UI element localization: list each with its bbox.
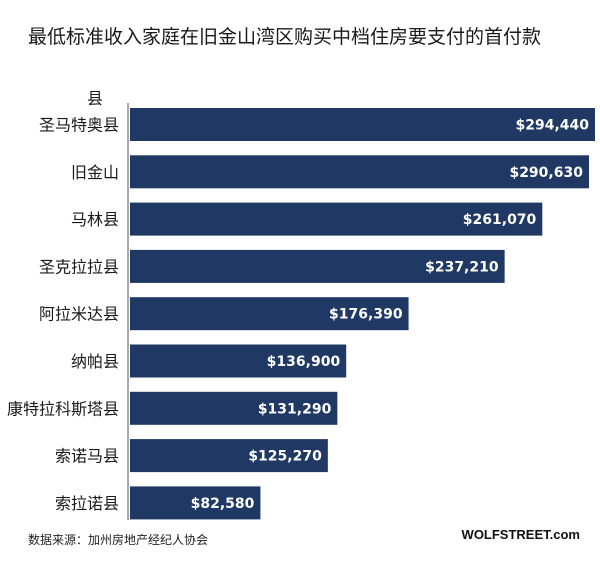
brand-logo: WOLFSTREET.com [461, 527, 580, 542]
category-label: 马林县 [71, 210, 119, 229]
value-label: $82,580 [191, 496, 255, 512]
value-label: $176,390 [329, 307, 403, 323]
value-label: $261,070 [463, 212, 537, 228]
category-label: 康特拉科斯塔县 [7, 399, 119, 418]
bar [130, 391, 338, 425]
category-label: 圣马特奥县 [39, 116, 119, 135]
category-label: 索诺马县 [55, 447, 119, 466]
bar [130, 155, 589, 189]
category-label: 纳帕县 [71, 352, 119, 371]
value-label: $125,270 [248, 449, 322, 465]
chart-title: 最低标准收入家庭在旧金山湾区购买中档住房要支付的首付款 [28, 26, 542, 48]
category-label: 旧金山 [71, 163, 119, 182]
value-label: $237,210 [425, 259, 499, 275]
bar [130, 344, 347, 378]
category-axis-title: 县 [87, 89, 103, 108]
bars-layer: 圣马特奥县 $294,440 旧金山 $290,630 马林县 $261,070 圣克拉拉县… [7, 108, 595, 520]
bar [130, 297, 409, 331]
category-label: 圣克拉拉县 [39, 257, 119, 276]
bar [130, 108, 595, 141]
category-label: 阿拉米达县 [39, 305, 119, 324]
bar [130, 486, 261, 520]
value-label: $131,290 [258, 401, 332, 417]
category-label: 索拉诺县 [55, 494, 119, 513]
bar [130, 439, 328, 473]
value-label: $294,440 [515, 118, 589, 134]
value-label: $136,900 [267, 354, 341, 370]
bar [130, 202, 543, 236]
value-label: $290,630 [509, 165, 583, 181]
source-note: 数据来源：加州房地产经纪人协会 [28, 533, 209, 547]
bar [130, 249, 505, 283]
